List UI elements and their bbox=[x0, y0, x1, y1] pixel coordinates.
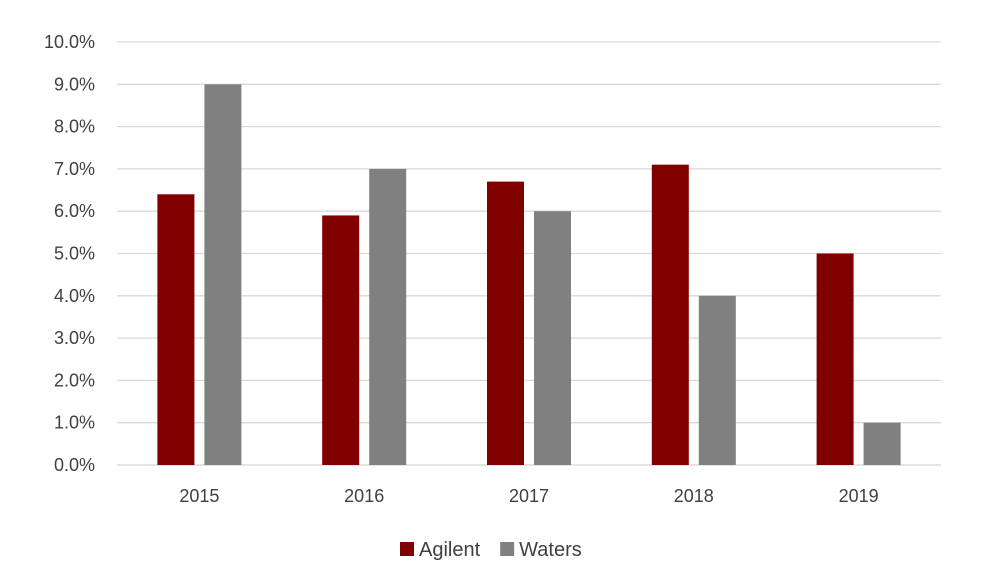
y-tick-label: 6.0% bbox=[54, 201, 95, 221]
bar-waters-2019 bbox=[863, 422, 901, 465]
y-tick-label: 9.0% bbox=[54, 74, 95, 94]
bar-agilent-2017 bbox=[487, 181, 524, 465]
bar-agilent-2015 bbox=[157, 194, 195, 465]
gridlines bbox=[117, 41, 941, 466]
y-tick-label: 1.0% bbox=[54, 413, 95, 433]
bar-agilent-2018 bbox=[651, 164, 689, 466]
bar-waters-2017 bbox=[534, 211, 571, 465]
y-tick-label: 8.0% bbox=[54, 117, 95, 137]
bars bbox=[157, 84, 901, 466]
y-tick-label: 7.0% bbox=[54, 159, 95, 179]
bar-waters-2016 bbox=[369, 168, 407, 465]
x-tick-label: 2018 bbox=[674, 486, 714, 506]
legend-swatch-waters bbox=[500, 542, 515, 556]
y-tick-label: 2.0% bbox=[54, 370, 95, 390]
legend-swatch-agilent bbox=[400, 542, 414, 556]
x-tick-label: 2015 bbox=[179, 486, 219, 506]
x-tick-label: 2016 bbox=[344, 486, 384, 506]
bar-agilent-2016 bbox=[322, 215, 360, 465]
bar-waters-2015 bbox=[204, 84, 242, 466]
bar-agilent-2019 bbox=[816, 253, 854, 465]
legend-label-agilent: Agilent bbox=[419, 539, 481, 561]
y-tick-label: 10.0% bbox=[44, 32, 95, 52]
bar-waters-2018 bbox=[698, 295, 736, 465]
x-axis-ticks: 2015 2016 2017 2018 2019 bbox=[179, 486, 878, 506]
legend-label-waters: Waters bbox=[519, 539, 582, 561]
y-tick-label: 0.0% bbox=[54, 455, 95, 475]
y-tick-label: 5.0% bbox=[54, 244, 95, 264]
y-tick-label: 3.0% bbox=[54, 328, 95, 348]
legend: Agilent Waters bbox=[400, 539, 582, 561]
x-tick-label: 2019 bbox=[839, 486, 879, 506]
y-tick-label: 4.0% bbox=[54, 286, 95, 306]
x-tick-label: 2017 bbox=[509, 486, 549, 506]
y-axis-ticks: 0.0% 1.0% 2.0% 3.0% 4.0% 5.0% 6.0% 7.0% 8.0% 9.0%… bbox=[44, 32, 95, 475]
